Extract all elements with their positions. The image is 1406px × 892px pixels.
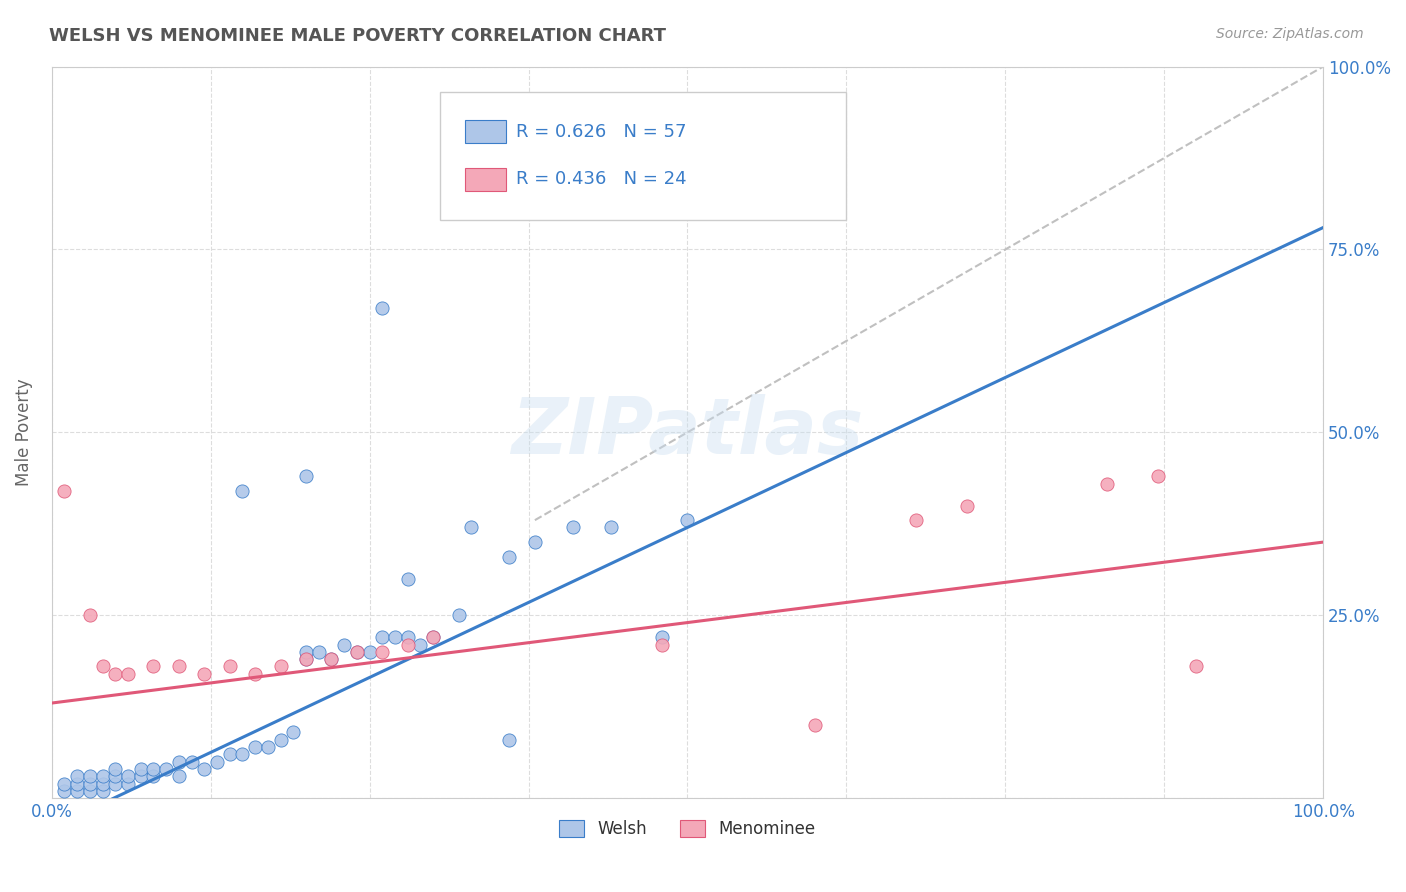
Point bbox=[79, 776, 101, 790]
Point bbox=[562, 520, 585, 534]
Point bbox=[104, 666, 127, 681]
Point bbox=[91, 776, 114, 790]
Point bbox=[231, 483, 253, 498]
Point bbox=[117, 666, 139, 681]
FancyBboxPatch shape bbox=[465, 168, 506, 191]
Point bbox=[66, 769, 89, 783]
Point bbox=[231, 747, 253, 762]
Point bbox=[167, 659, 190, 673]
Point bbox=[371, 301, 394, 315]
Point bbox=[53, 483, 76, 498]
Point bbox=[384, 630, 406, 644]
Point bbox=[193, 666, 215, 681]
Point bbox=[1147, 469, 1170, 483]
Point bbox=[142, 762, 165, 776]
Point bbox=[104, 776, 127, 790]
Point bbox=[53, 784, 76, 798]
Point bbox=[167, 769, 190, 783]
Point bbox=[498, 549, 520, 564]
Point bbox=[396, 572, 419, 586]
Point bbox=[142, 769, 165, 783]
Point bbox=[193, 762, 215, 776]
Point bbox=[523, 535, 546, 549]
FancyBboxPatch shape bbox=[440, 92, 846, 220]
Point bbox=[676, 513, 699, 527]
Point bbox=[91, 784, 114, 798]
Point bbox=[321, 652, 343, 666]
Point bbox=[346, 645, 368, 659]
Point bbox=[803, 718, 825, 732]
Point bbox=[295, 469, 318, 483]
Point bbox=[422, 630, 444, 644]
Point bbox=[129, 769, 152, 783]
Point bbox=[180, 755, 202, 769]
Point bbox=[91, 769, 114, 783]
Point bbox=[257, 739, 280, 754]
Point bbox=[651, 638, 673, 652]
Point bbox=[359, 645, 381, 659]
Point bbox=[396, 638, 419, 652]
Point bbox=[79, 769, 101, 783]
Text: R = 0.626   N = 57: R = 0.626 N = 57 bbox=[516, 123, 686, 141]
Point bbox=[422, 630, 444, 644]
Point bbox=[142, 659, 165, 673]
Point bbox=[295, 652, 318, 666]
Point bbox=[295, 652, 318, 666]
Point bbox=[205, 755, 228, 769]
Point bbox=[167, 755, 190, 769]
Point bbox=[155, 762, 177, 776]
Point bbox=[218, 659, 240, 673]
Text: ZIPatlas: ZIPatlas bbox=[512, 394, 863, 470]
Point bbox=[321, 652, 343, 666]
Point bbox=[79, 784, 101, 798]
Point bbox=[117, 776, 139, 790]
Point bbox=[53, 776, 76, 790]
FancyBboxPatch shape bbox=[465, 120, 506, 144]
Point bbox=[371, 630, 394, 644]
Point bbox=[498, 732, 520, 747]
Point bbox=[1095, 476, 1118, 491]
Point bbox=[66, 784, 89, 798]
Point bbox=[270, 732, 292, 747]
Point bbox=[956, 499, 979, 513]
Text: Source: ZipAtlas.com: Source: ZipAtlas.com bbox=[1216, 27, 1364, 41]
Point bbox=[409, 638, 432, 652]
Text: WELSH VS MENOMINEE MALE POVERTY CORRELATION CHART: WELSH VS MENOMINEE MALE POVERTY CORRELAT… bbox=[49, 27, 666, 45]
Point bbox=[600, 520, 623, 534]
Point bbox=[104, 762, 127, 776]
Point bbox=[104, 769, 127, 783]
Point bbox=[243, 739, 266, 754]
Point bbox=[66, 776, 89, 790]
Point bbox=[905, 513, 928, 527]
Text: R = 0.436   N = 24: R = 0.436 N = 24 bbox=[516, 170, 686, 188]
Point bbox=[447, 608, 470, 623]
Legend: Welsh, Menominee: Welsh, Menominee bbox=[553, 814, 823, 845]
Point bbox=[1185, 659, 1208, 673]
Point bbox=[117, 769, 139, 783]
Point bbox=[295, 645, 318, 659]
Point bbox=[91, 659, 114, 673]
Point bbox=[270, 659, 292, 673]
Point bbox=[129, 762, 152, 776]
Point bbox=[346, 645, 368, 659]
Y-axis label: Male Poverty: Male Poverty bbox=[15, 378, 32, 486]
Point bbox=[396, 630, 419, 644]
Point bbox=[79, 608, 101, 623]
Point bbox=[243, 666, 266, 681]
Point bbox=[308, 645, 330, 659]
Point bbox=[651, 630, 673, 644]
Point bbox=[283, 725, 305, 739]
Point bbox=[460, 520, 482, 534]
Point bbox=[371, 645, 394, 659]
Point bbox=[333, 638, 356, 652]
Point bbox=[218, 747, 240, 762]
